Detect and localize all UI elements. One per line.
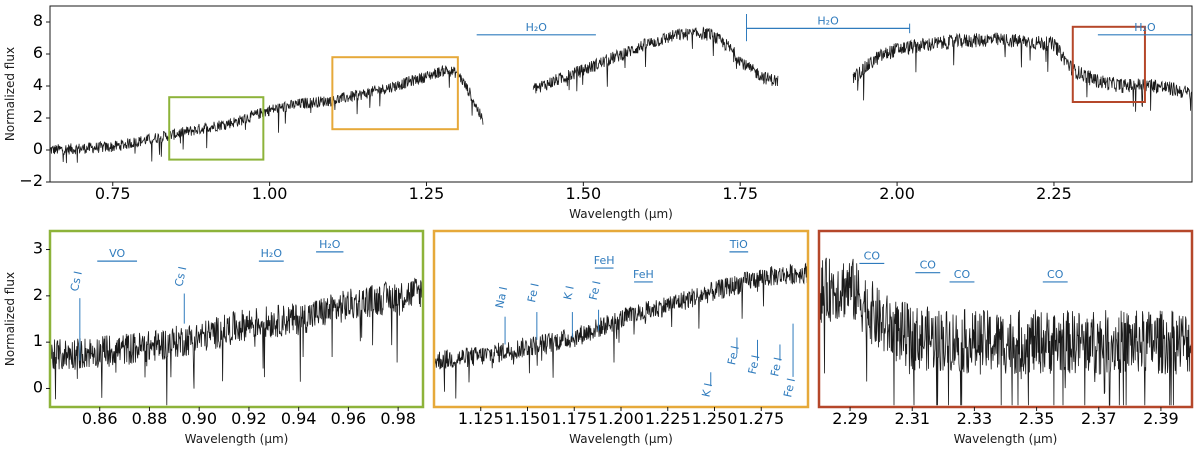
line-marker-label: Cs I bbox=[68, 270, 85, 292]
y-tick-label: 6 bbox=[33, 43, 43, 62]
line-marker-label: Fe I bbox=[725, 345, 742, 367]
spectrum-segment-2 bbox=[532, 26, 779, 94]
x-axis-label: Wavelength (μm) bbox=[185, 432, 289, 446]
x-tick-label: 1.75 bbox=[722, 184, 758, 203]
x-tick-label: 1.175 bbox=[551, 409, 597, 428]
line-marker-label: Fe I bbox=[768, 356, 785, 378]
y-tick-label: 3 bbox=[33, 239, 43, 258]
line-marker-label: Cs I bbox=[172, 265, 189, 287]
x-tick-label: 1.25 bbox=[409, 184, 445, 203]
x-tick-label: 0.86 bbox=[82, 409, 118, 428]
y-axis-label: Normalized flux bbox=[3, 272, 17, 366]
band-label: FeH bbox=[594, 254, 615, 267]
x-tick-label: 1.225 bbox=[645, 409, 691, 428]
x-axis-label: Wavelength (μm) bbox=[569, 207, 673, 221]
y-tick-label: 0 bbox=[33, 139, 43, 158]
plot-frame bbox=[49, 5, 1193, 183]
green-zoom-panel: VO H₂O H₂O Cs I Cs I 0.86 0.88 0.90 0.92 0.94 0.96… bbox=[3, 229, 425, 446]
spectrum-segment-1 bbox=[434, 262, 808, 399]
plot-frame bbox=[817, 229, 1194, 409]
x-tick-label: 2.25 bbox=[1036, 184, 1072, 203]
x-tick-label: 0.92 bbox=[231, 409, 267, 428]
spectrum-segment-1 bbox=[819, 257, 1192, 406]
x-tick-label: 0.90 bbox=[181, 409, 217, 428]
band-label: CO bbox=[920, 259, 937, 272]
line-marker-label: K I bbox=[561, 285, 577, 301]
line-marker-label: K I bbox=[700, 382, 716, 398]
band-label: VO bbox=[109, 247, 125, 260]
x-tick-label: 2.00 bbox=[879, 184, 915, 203]
line-marker-label: Fe I bbox=[525, 282, 542, 304]
band-label: CO bbox=[864, 249, 881, 262]
band-label: H₂O bbox=[817, 14, 839, 27]
x-tick-label: 2.37 bbox=[1081, 409, 1117, 428]
band-label: CO bbox=[954, 268, 971, 281]
y-axis-label: Normalized flux bbox=[3, 47, 17, 141]
band-label: H₂O bbox=[526, 21, 548, 34]
overview-spectrum-panel: H₂O H₂O H₂O 0.75 1.00 1.25 1.50 1.75 2.00 2.25 −2 0… bbox=[3, 5, 1193, 221]
orange-highlight-box bbox=[331, 56, 459, 131]
y-tick-label: −2 bbox=[19, 171, 43, 190]
green-highlight-box bbox=[168, 96, 265, 161]
x-tick-label: 1.50 bbox=[566, 184, 602, 203]
x-tick-label: 1.200 bbox=[598, 409, 644, 428]
x-tick-label: 1.275 bbox=[738, 409, 784, 428]
spectrum-segment-1 bbox=[50, 277, 423, 406]
x-tick-label: 1.00 bbox=[252, 184, 288, 203]
x-tick-label: 2.39 bbox=[1143, 409, 1179, 428]
x-tick-label: 0.88 bbox=[132, 409, 168, 428]
plot-frame bbox=[48, 229, 425, 409]
y-tick-label: 8 bbox=[33, 11, 43, 30]
x-tick-label: 2.29 bbox=[832, 409, 868, 428]
red-highlight-box bbox=[1071, 25, 1146, 103]
y-tick-label: 0 bbox=[33, 377, 43, 396]
band-label: H₂O bbox=[261, 247, 283, 260]
band-label: FeH bbox=[633, 268, 654, 281]
band-label: CO bbox=[1047, 268, 1064, 281]
line-marker-label: Na I bbox=[493, 285, 510, 309]
x-tick-label: 2.35 bbox=[1019, 409, 1055, 428]
line-marker-label: Fe I bbox=[587, 280, 604, 302]
y-tick-label: 2 bbox=[33, 107, 43, 126]
band-label: H₂O bbox=[319, 238, 341, 251]
x-tick-label: 2.31 bbox=[894, 409, 930, 428]
y-tick-label: 4 bbox=[33, 75, 43, 94]
red-zoom-panel: CO CO CO CO 2.29 2.31 2.33 2.35 2.37 2.39 Waveleng… bbox=[817, 229, 1194, 446]
x-tick-label: 1.125 bbox=[458, 409, 504, 428]
band-label: H₂O bbox=[1134, 21, 1156, 34]
x-tick-label: 1.250 bbox=[692, 409, 738, 428]
x-tick-label: 1.150 bbox=[505, 409, 551, 428]
x-tick-label: 0.98 bbox=[380, 409, 416, 428]
x-tick-label: 0.75 bbox=[95, 184, 131, 203]
x-tick-label: 0.96 bbox=[331, 409, 367, 428]
x-tick-label: 2.33 bbox=[957, 409, 993, 428]
line-marker-label: Fe I bbox=[781, 377, 798, 399]
line-marker-label: Fe I bbox=[746, 354, 763, 376]
y-tick-label: 2 bbox=[33, 285, 43, 304]
x-axis-label: Wavelength (μm) bbox=[569, 432, 673, 446]
spectrum-segment-1 bbox=[50, 65, 484, 164]
y-tick-label: 1 bbox=[33, 331, 43, 350]
x-tick-label: 0.94 bbox=[281, 409, 317, 428]
band-label: TiO bbox=[729, 238, 748, 251]
spectrum-segment-3 bbox=[852, 32, 1192, 112]
x-axis-label: Wavelength (μm) bbox=[954, 432, 1058, 446]
